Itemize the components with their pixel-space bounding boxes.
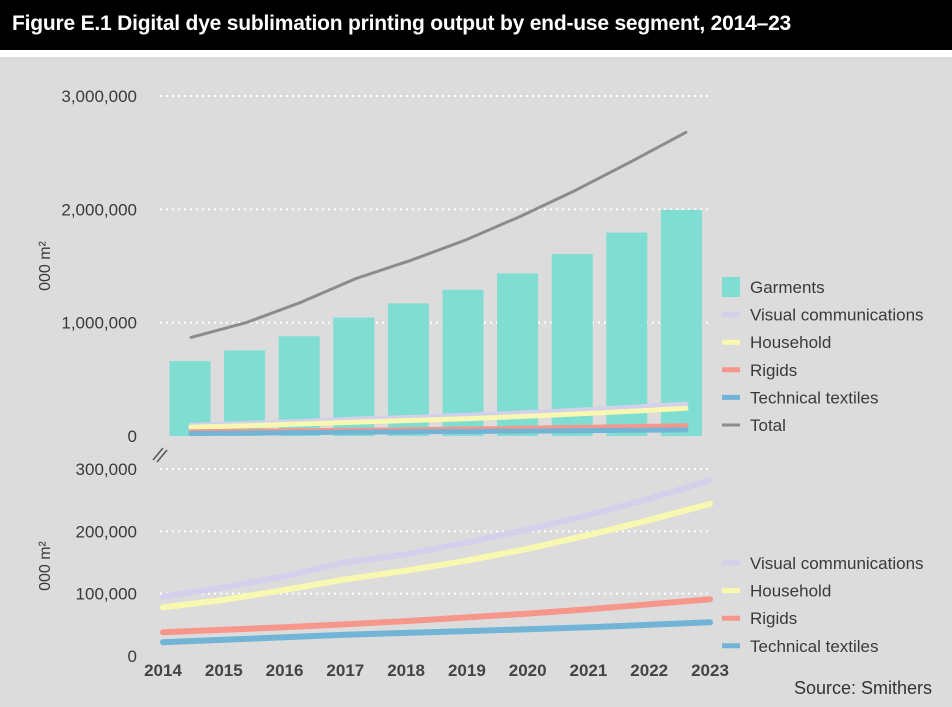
top-y-tick-label: 2,000,000 bbox=[61, 200, 137, 219]
x-tick-label: 2020 bbox=[509, 661, 547, 680]
visual-communications-zoom-line bbox=[160, 477, 713, 600]
bottom-legend-label-household: Household bbox=[750, 582, 831, 601]
garments-bar bbox=[551, 254, 593, 436]
figure-title: Figure E.1 Digital dye sublimation print… bbox=[12, 12, 792, 35]
bottom-y-tick-label: 100,000 bbox=[76, 585, 137, 604]
legend-label-rigids: Rigids bbox=[750, 361, 797, 380]
legend-label-technical-textiles: Technical textiles bbox=[750, 388, 879, 407]
axis-break-mark bbox=[152, 447, 164, 461]
x-tick-label: 2014 bbox=[144, 661, 182, 680]
legend-label-household: Household bbox=[750, 333, 831, 352]
technical-textiles-line bbox=[188, 427, 689, 436]
top-y-tick-label: 3,000,000 bbox=[61, 87, 137, 106]
title-divider bbox=[0, 50, 952, 57]
legend-label-garments: Garments bbox=[750, 278, 825, 297]
x-tick-label: 2018 bbox=[387, 661, 425, 680]
legend-label-total: Total bbox=[750, 416, 786, 435]
top-y-tick-label: 0 bbox=[128, 427, 137, 446]
top-y-axis-title: 000 m² bbox=[37, 240, 54, 290]
garments-bar bbox=[387, 303, 429, 436]
garments-bar bbox=[497, 273, 539, 436]
x-tick-label: 2019 bbox=[448, 661, 486, 680]
rigids-zoom-line bbox=[160, 596, 713, 636]
bottom-legend-label-technical-textiles: Technical textiles bbox=[750, 637, 879, 656]
total-line bbox=[189, 130, 688, 339]
bottom-y-axis-title: 000 m² bbox=[37, 540, 54, 590]
bottom-y-tick-label: 300,000 bbox=[76, 460, 137, 479]
title-bar: Figure E.1 Digital dye sublimation print… bbox=[0, 0, 952, 50]
household-zoom-line bbox=[160, 500, 713, 611]
x-tick-label: 2016 bbox=[266, 661, 304, 680]
bottom-y-tick-label: 200,000 bbox=[76, 522, 137, 541]
top-y-tick-label: 1,000,000 bbox=[61, 314, 137, 333]
legend-swatch-garments bbox=[722, 277, 740, 297]
bottom-legend-label-rigids: Rigids bbox=[750, 609, 797, 628]
x-tick-label: 2023 bbox=[691, 661, 729, 680]
household-line bbox=[188, 405, 689, 430]
x-tick-label: 2017 bbox=[326, 661, 364, 680]
x-tick-label: 2015 bbox=[205, 661, 243, 680]
bottom-y-tick-label: 0 bbox=[128, 647, 137, 666]
legend-label-visual-communications: Visual communications bbox=[750, 306, 924, 325]
garments-bar bbox=[606, 232, 648, 436]
bottom-legend-label-visual-communications: Visual communications bbox=[750, 554, 924, 573]
x-tick-label: 2022 bbox=[630, 661, 668, 680]
axis-break-mark bbox=[156, 449, 168, 463]
x-tick-label: 2021 bbox=[570, 661, 608, 680]
garments-bar bbox=[660, 209, 702, 436]
garments-bar bbox=[442, 289, 484, 436]
technical-textiles-zoom-line bbox=[160, 619, 713, 646]
source-note: Source: Smithers bbox=[793, 678, 932, 698]
